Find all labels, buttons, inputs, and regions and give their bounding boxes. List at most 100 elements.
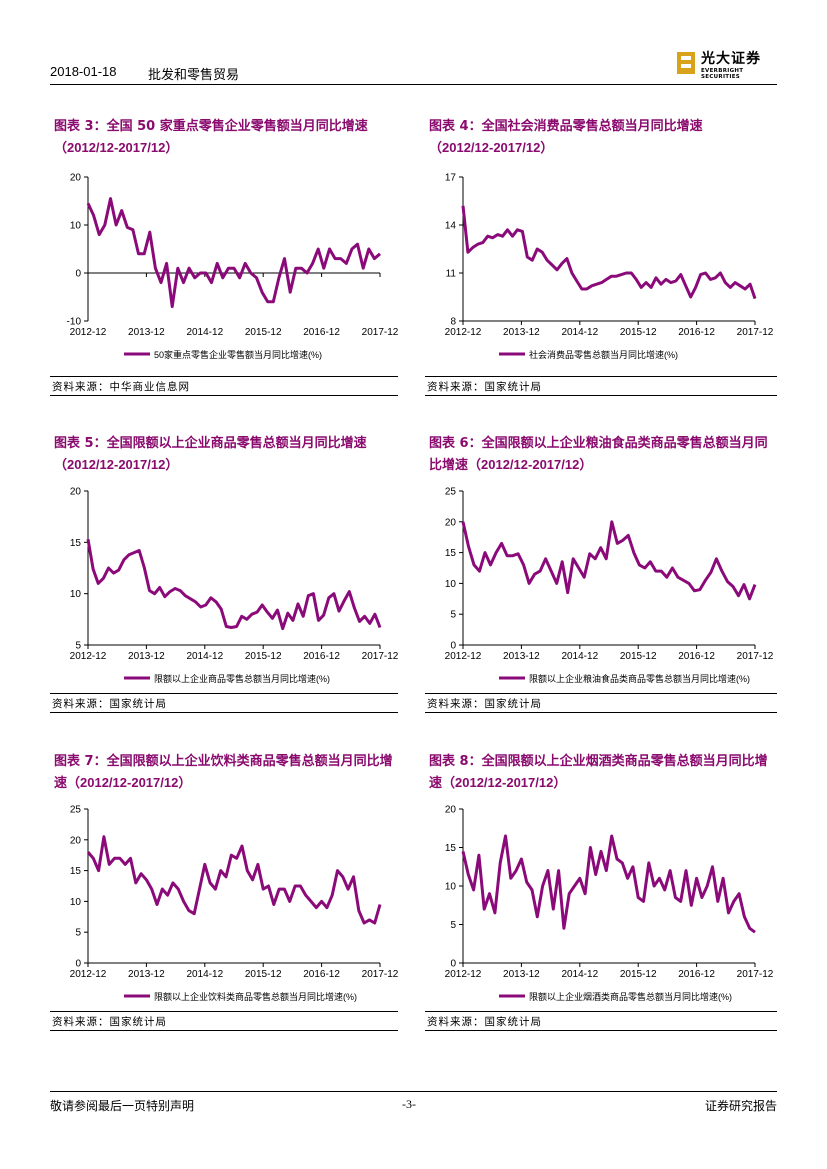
disclaimer-note: 敬请参阅最后一页特别声明	[50, 1099, 195, 1113]
y-tick-label: 0	[75, 959, 81, 970]
x-tick-label: 2017-12	[737, 327, 774, 338]
chart-period: （2012/12-2017/12）	[429, 140, 554, 155]
y-tick-label: 17	[445, 173, 457, 184]
line-chart: 0 5 10 15 20 2012-12 2013-12 2014-12 2015-12 2016…	[445, 805, 774, 1003]
logo-mark-icon	[677, 52, 695, 74]
chart-panel-3: 图表 3：全国 50 家重点零售企业零售额当月同比增速 （2012/12-201…	[50, 116, 400, 398]
legend-label: 社会消费品零售总额当月同比增速(%)	[529, 349, 678, 360]
chart-period: （2012/12-2017/12）	[54, 140, 179, 155]
legend-label: 50家重点零售企业零售额当月同比增速(%)	[154, 349, 322, 360]
y-tick-label: 20	[445, 517, 457, 528]
chart-period: （2012/12-2017/12）	[54, 457, 179, 472]
y-tick-label: 8	[450, 317, 456, 328]
y-tick-label: 10	[70, 221, 82, 232]
y-tick-label: 10	[70, 589, 82, 600]
x-tick-label: 2014-12	[186, 969, 223, 980]
x-tick-label: 2013-12	[128, 327, 165, 338]
x-tick-label: 2015-12	[620, 969, 657, 980]
x-tick-label: 2015-12	[620, 651, 657, 662]
x-tick-label: 2012-12	[445, 327, 482, 338]
chart-label: 图表 8：全国限额以上企业烟酒类商品零售总额当月同比增速	[429, 754, 768, 791]
y-tick-label: 10	[445, 882, 457, 893]
x-tick-label: 2015-12	[620, 327, 657, 338]
chart-label: 图表 3：全国 50 家重点零售企业零售额当月同比增速	[54, 119, 368, 134]
y-tick-label: 10	[445, 579, 457, 590]
chart-period: （2012/12-2017/12）	[468, 457, 593, 472]
source-text: 资料来源：中华商业信息网	[52, 381, 190, 393]
x-tick-label: 2017-12	[362, 969, 399, 980]
y-tick-label: 5	[75, 928, 81, 939]
series-line	[461, 520, 757, 601]
x-tick-label: 2013-12	[128, 651, 165, 662]
x-tick-label: 2017-12	[362, 651, 399, 662]
line-chart: 0 5 10 15 20 25 2012-12 2013-12 2014-12 2015-12 20…	[70, 805, 399, 1003]
source-line: 资料来源：国家统计局	[425, 1011, 777, 1031]
page-footer: 敬请参阅最后一页特别声明 -3- 证券研究报告	[50, 1091, 777, 1114]
legend-label: 限额以上企业粮油食品类商品零售总额当月同比增速(%)	[529, 673, 750, 684]
series-line	[461, 834, 756, 934]
y-tick-label: 20	[445, 805, 457, 816]
source-line: 资料来源：国家统计局	[425, 376, 777, 396]
y-tick-label: 5	[450, 920, 456, 931]
x-tick-label: 2016-12	[678, 969, 715, 980]
x-tick-label: 2016-12	[678, 651, 715, 662]
chart-label: 图表 4：全国社会消费品零售总额当月同比增速	[429, 119, 703, 134]
source-text: 资料来源：国家统计局	[427, 1016, 542, 1028]
chart-title: 图表 8：全国限额以上企业烟酒类商品零售总额当月同比增速（2012/12-201…	[429, 751, 774, 794]
x-tick-label: 2013-12	[503, 327, 540, 338]
x-tick-label: 2014-12	[186, 651, 223, 662]
x-tick-label: 2012-12	[70, 969, 107, 980]
series-line	[86, 197, 381, 309]
y-tick-label: -10	[67, 317, 82, 328]
logo-en-text: EVERBRIGHT SECURITIES	[701, 68, 744, 80]
x-tick-label: 2014-12	[186, 327, 223, 338]
chart-label: 图表 7：全国限额以上企业饮料类商品零售总额当月同比增速	[54, 754, 393, 791]
source-line: 资料来源：中华商业信息网	[50, 376, 398, 396]
source-text: 资料来源：国家统计局	[427, 381, 542, 393]
x-tick-label: 2016-12	[303, 327, 340, 338]
line-chart: -10 0 10 20 2012-12 2013-12 2014-12 2015-12 2016…	[67, 173, 399, 361]
x-tick-label: 2015-12	[245, 327, 282, 338]
y-tick-label: 0	[450, 641, 456, 652]
legend-label: 限额以上企业商品零售总额当月同比增速(%)	[154, 673, 330, 684]
series-line	[86, 835, 382, 925]
x-tick-label: 2013-12	[128, 969, 165, 980]
x-tick-label: 2017-12	[362, 327, 399, 338]
x-tick-label: 2012-12	[70, 651, 107, 662]
source-line: 资料来源：国家统计局	[425, 693, 777, 713]
x-tick-label: 2013-12	[503, 651, 540, 662]
chart-panel-6: 图表 6：全国限额以上企业粮油食品类商品零售总额当月同比增速（2012/12-2…	[425, 433, 777, 715]
y-tick-label: 11	[446, 269, 457, 280]
chart-title: 图表 6：全国限额以上企业粮油食品类商品零售总额当月同比增速（2012/12-2…	[429, 433, 774, 476]
x-tick-label: 2017-12	[737, 651, 774, 662]
x-tick-label: 2015-12	[245, 969, 282, 980]
y-tick-label: 25	[70, 805, 82, 816]
chart-title: 图表 5：全国限额以上企业商品零售总额当月同比增速 （2012/12-2017/…	[54, 433, 399, 476]
y-tick-label: 20	[70, 173, 82, 184]
y-tick-label: 15	[445, 843, 457, 854]
x-tick-label: 2017-12	[737, 969, 774, 980]
line-chart: 5 10 15 20 2012-12 2013-12 2014-12 2015-12 2016-…	[70, 487, 399, 685]
x-tick-label: 2014-12	[561, 651, 598, 662]
x-tick-label: 2016-12	[303, 651, 340, 662]
chart-period: （2012/12-2017/12）	[442, 775, 567, 790]
x-tick-label: 2016-12	[678, 327, 715, 338]
chart-panel-5: 图表 5：全国限额以上企业商品零售总额当月同比增速 （2012/12-2017/…	[50, 433, 400, 715]
x-tick-label: 2012-12	[445, 651, 482, 662]
y-tick-label: 5	[75, 641, 81, 652]
legend-label: 限额以上企业饮料类商品零售总额当月同比增速(%)	[154, 991, 357, 1002]
chart-panel-4: 图表 4：全国社会消费品零售总额当月同比增速 （2012/12-2017/12）…	[425, 116, 777, 398]
source-text: 资料来源：国家统计局	[52, 1016, 167, 1028]
y-tick-label: 14	[445, 221, 457, 232]
y-tick-label: 0	[75, 269, 81, 280]
y-tick-label: 15	[70, 538, 82, 549]
report-date: 2018-01-18	[50, 64, 117, 79]
chart-title: 图表 4：全国社会消费品零售总额当月同比增速 （2012/12-2017/12）	[429, 116, 774, 159]
x-tick-label: 2012-12	[445, 969, 482, 980]
x-tick-label: 2012-12	[70, 327, 107, 338]
series-line	[86, 539, 382, 631]
y-tick-label: 15	[445, 548, 457, 559]
y-tick-label: 20	[70, 487, 82, 498]
company-logo: 光大证券 EVERBRIGHT SECURITIES	[677, 48, 777, 80]
chart-label: 图表 6：全国限额以上企业粮油食品类商品零售总额当月同比增速	[429, 436, 768, 473]
